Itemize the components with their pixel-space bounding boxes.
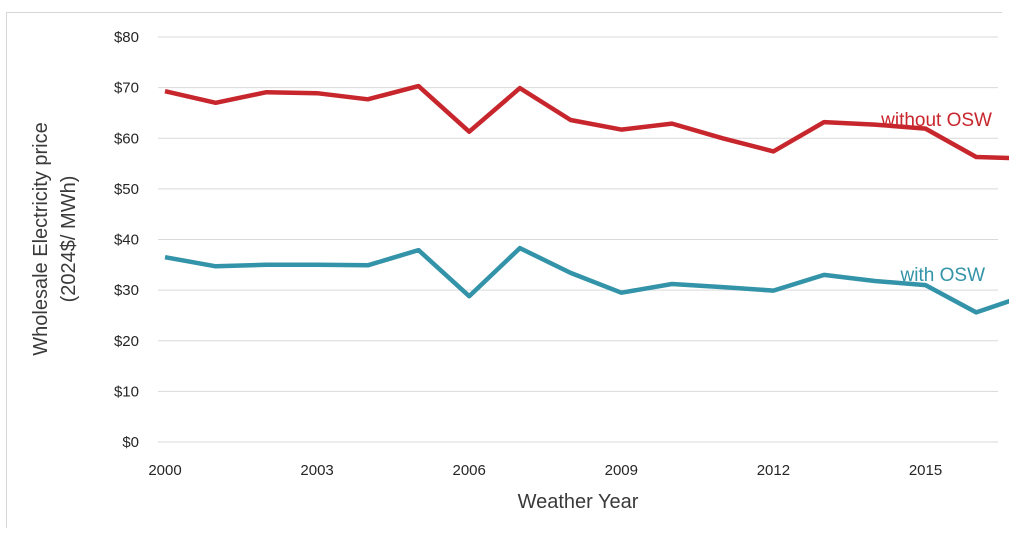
x-axis-title: Weather Year (518, 491, 639, 513)
series-label-without-osw: without OSW (880, 110, 992, 131)
y-axis-ticks: $0 $10 $20 $30 $40 $50 $60 $70 $80 (114, 29, 139, 451)
y-tick-label: $10 (114, 383, 139, 400)
y-tick-label: $70 (114, 80, 139, 97)
x-tick-label: 2012 (757, 462, 790, 479)
x-tick-label: 2006 (453, 462, 486, 479)
y-tick-label: $0 (122, 434, 139, 451)
y-tick-label: $40 (114, 232, 139, 249)
series-line-without-osw (164, 83, 1009, 161)
x-tick-label: 2003 (300, 462, 333, 479)
y-tick-label: $30 (114, 282, 139, 299)
y-tick-label: $60 (114, 130, 139, 147)
x-tick-label: 2009 (605, 462, 638, 479)
y-tick-label: $20 (114, 333, 139, 350)
y-tick-label: $50 (114, 181, 139, 198)
x-axis-ticks: 20002003200620092012201520182021 (148, 462, 942, 479)
y-axis-unit: (2024$/ MWh) (58, 176, 80, 303)
y-axis-title: Wholesale Electricity price (30, 122, 52, 355)
chart-frame (6, 12, 1002, 528)
x-tick-label: 2000 (148, 462, 181, 479)
gridlines (158, 36, 998, 443)
series-label-with-osw: with OSW (900, 265, 986, 286)
series-lines (164, 83, 1009, 315)
x-tick-label: 2015 (909, 462, 942, 479)
series-line-with-osw (164, 245, 1009, 315)
y-tick-label: $80 (114, 29, 139, 46)
